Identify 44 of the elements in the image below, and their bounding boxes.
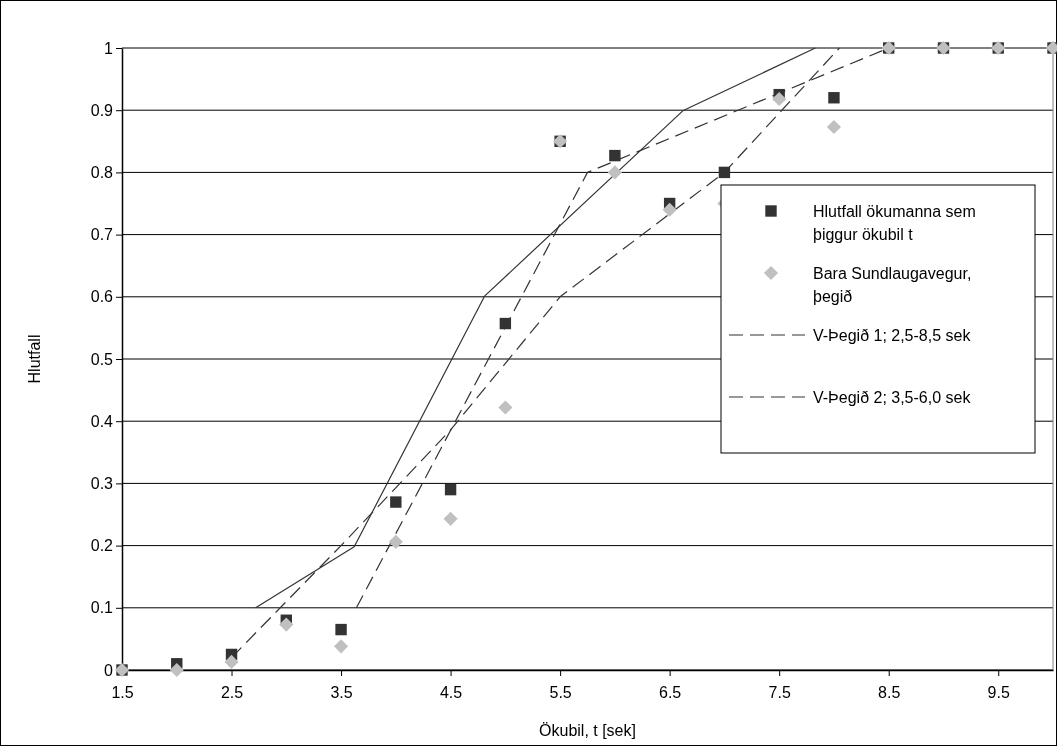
y-tick-label: 0.5 xyxy=(90,350,114,368)
x-tick-label: 6.5 xyxy=(659,684,682,702)
point xyxy=(390,496,402,508)
point xyxy=(169,662,184,678)
point xyxy=(279,617,294,632)
x-tick-label: 1.5 xyxy=(111,684,134,702)
x-tick-label: 4.5 xyxy=(439,684,463,702)
point xyxy=(388,534,403,549)
y-tick-label: 1 xyxy=(104,39,114,57)
point xyxy=(224,654,239,669)
x-tick-label: 3.5 xyxy=(330,684,353,702)
legend-label: Hlutfall ökumanna sem þiggur ökubil t xyxy=(813,203,976,244)
y-tick-label: 0.6 xyxy=(90,288,114,306)
point xyxy=(333,639,349,654)
x-tick-label: 5.5 xyxy=(549,684,572,702)
legend-label: V-Þegið 1; 2,5-8,5 sek xyxy=(813,327,972,344)
point xyxy=(828,92,840,104)
point xyxy=(718,166,731,179)
legend-label: V-Þegið 2; 3,5-6,0 sek xyxy=(813,389,972,406)
x-tick-label: 2.5 xyxy=(220,684,244,702)
y-tick-label: 0.9 xyxy=(90,101,114,119)
point xyxy=(335,623,347,636)
point xyxy=(662,202,677,217)
legend-label: Bara Sundlaugavegur, þegið xyxy=(813,265,972,306)
point xyxy=(499,317,512,330)
point xyxy=(444,483,457,496)
y-tick-label: 0.8 xyxy=(90,164,114,182)
x-tick-label: 9.5 xyxy=(987,684,1010,702)
x-axis-title: Ökubil, t [sek] xyxy=(539,722,636,739)
y-tick-label: 0.1 xyxy=(90,599,114,617)
x-tick-label: 7.5 xyxy=(768,684,791,702)
y-tick-label: 0.7 xyxy=(90,226,114,244)
y-tick-label: 0.2 xyxy=(90,537,114,555)
y-tick-label: 0.4 xyxy=(90,412,114,430)
y-tick-label: 0.3 xyxy=(90,475,114,493)
point xyxy=(443,511,458,526)
y-tick-label: 0 xyxy=(104,661,114,679)
point xyxy=(609,149,621,162)
point xyxy=(607,165,622,180)
x-tick-label: 8.5 xyxy=(878,684,901,702)
point xyxy=(772,91,787,107)
y-axis-title: Hlutfall xyxy=(26,334,43,384)
point xyxy=(498,400,513,415)
point xyxy=(826,119,842,135)
